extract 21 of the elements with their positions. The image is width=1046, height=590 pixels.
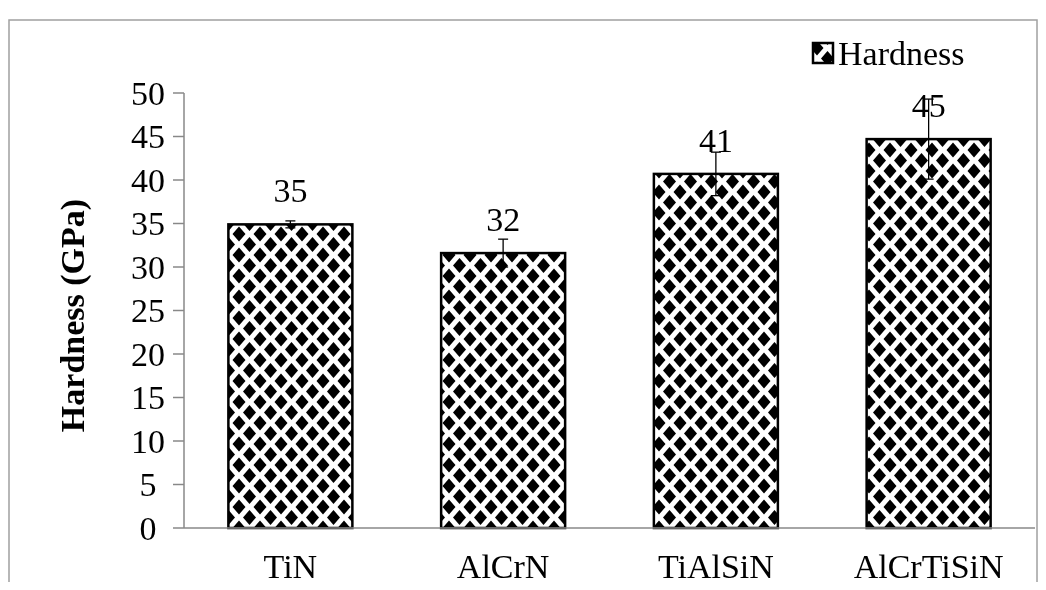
y-tick-label: 35 (131, 205, 165, 243)
x-tick-label: TiAlSiN (657, 548, 774, 585)
y-tick-label: 30 (131, 248, 165, 286)
y-tick-label: 20 (131, 335, 165, 373)
y-tick-label: 40 (131, 161, 165, 199)
data-label: 41 (698, 121, 733, 159)
x-tick-label: TiN (263, 548, 318, 585)
y-tick-label: 0 (139, 509, 157, 547)
legend-label: Hardness (838, 34, 965, 72)
bar (227, 223, 354, 530)
y-tick-label: 45 (131, 118, 165, 156)
y-axis-title: Hardness (GPa) (54, 198, 92, 433)
x-tick-label: AlCrN (456, 548, 550, 585)
y-tick-label: 50 (131, 74, 165, 112)
y-tick-label: 15 (131, 379, 165, 417)
data-label: 32 (486, 201, 521, 239)
y-tick-label: 25 (131, 292, 165, 330)
data-label: 35 (273, 172, 308, 210)
y-tick-label: 5 (139, 466, 157, 504)
y-tick-label: 10 (131, 422, 165, 460)
x-tick-label: AlCrTiSiN (853, 548, 1004, 585)
